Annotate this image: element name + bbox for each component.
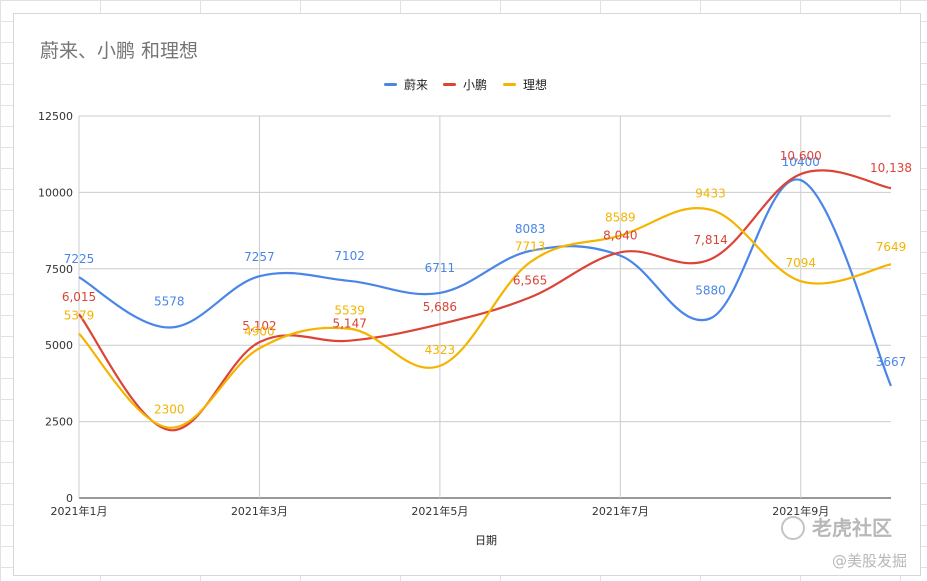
- y-tick-label: 10000: [38, 186, 73, 199]
- chart-title: 蔚来、小鹏 和理想: [40, 40, 198, 62]
- series-line-蔚来: [78, 178, 893, 387]
- data-label: 8,040: [603, 228, 637, 242]
- data-label: 7257: [244, 250, 275, 264]
- data-label: 7,814: [693, 233, 727, 247]
- data-label: 7225: [64, 252, 95, 266]
- legend: 蔚来 小鹏 理想: [384, 77, 547, 92]
- legend-label: 理想: [523, 77, 547, 92]
- legend-label: 蔚来: [404, 78, 428, 92]
- y-tick-label: 12500: [38, 110, 73, 123]
- data-label: 10,600: [780, 149, 822, 163]
- data-label: 5578: [154, 295, 185, 309]
- data-label: 4323: [425, 343, 456, 357]
- legend-swatch: [443, 83, 456, 86]
- y-axis-ticks: 0 2500 5000 7500 10000 12500: [38, 110, 73, 505]
- x-tick-label: 2021年7月: [592, 504, 649, 518]
- data-label: 10,138: [870, 161, 912, 175]
- watermark-brand: 老虎社区: [812, 516, 892, 540]
- data-label: 5379: [64, 309, 95, 323]
- y-tick-label: 7500: [45, 263, 73, 276]
- legend-swatch: [503, 83, 516, 86]
- y-tick-label: 5000: [45, 339, 73, 352]
- data-label: 5,102: [242, 319, 276, 333]
- data-label: 6,565: [513, 273, 547, 287]
- data-label: 6,015: [62, 290, 96, 304]
- data-label: 7094: [786, 256, 817, 270]
- data-label: 7649: [876, 240, 907, 254]
- data-label: 7102: [334, 249, 365, 263]
- data-label: 5880: [695, 283, 726, 297]
- data-label: 6711: [425, 261, 456, 275]
- data-label: 7713: [515, 239, 546, 253]
- watermark: 老虎社区 @美股发掘: [781, 516, 907, 570]
- tiger-logo-icon: [781, 516, 805, 540]
- data-label: 5,686: [423, 300, 457, 314]
- data-label: 3667: [876, 355, 907, 369]
- data-label: 4900: [244, 324, 275, 338]
- x-tick-label: 2021年5月: [411, 504, 468, 518]
- x-tick-label: 2021年9月: [772, 504, 829, 518]
- watermark-handle: @美股发掘: [832, 552, 907, 570]
- data-label: 8083: [515, 222, 546, 236]
- data-label: 2300: [154, 403, 185, 417]
- series-lines: [78, 169, 893, 432]
- legend-swatch: [384, 83, 397, 86]
- x-tick-label: 2021年1月: [51, 504, 108, 518]
- gridlines: [78, 115, 891, 499]
- data-label: 8589: [605, 211, 636, 225]
- data-label: 10400: [782, 155, 820, 169]
- y-tick-label: 2500: [45, 416, 73, 429]
- x-axis-ticks: 2021年1月 2021年3月 2021年5月 2021年7月 2021年9月: [51, 504, 830, 518]
- data-label: 5539: [334, 304, 365, 318]
- chart-card[interactable]: [13, 13, 921, 576]
- x-axis-title: 日期: [475, 534, 497, 547]
- x-tick-label: 2021年3月: [231, 504, 288, 518]
- y-tick-label: 0: [66, 492, 73, 505]
- data-labels: 7225 5578 7257 7102 6711 8083 5880 10400 3667 6,0…: [62, 149, 912, 417]
- legend-label: 小鹏: [463, 78, 487, 92]
- series-line-理想: [78, 207, 892, 429]
- data-label: 9433: [695, 187, 726, 201]
- data-label: 5,147: [332, 317, 366, 331]
